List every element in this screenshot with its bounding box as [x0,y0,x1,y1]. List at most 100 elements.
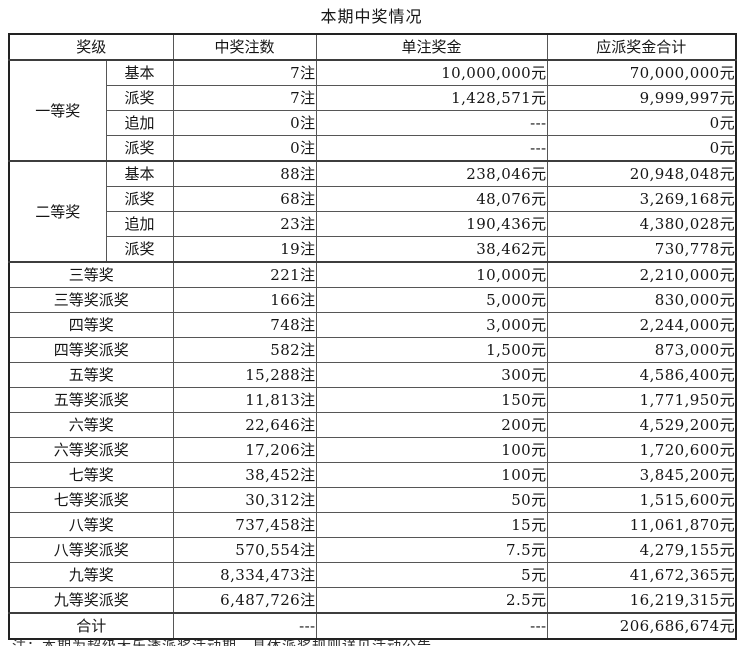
row-label: 三等奖 [8,261,174,288]
table-row: 九等奖派奖 6,487,726注 2.5元 16,219,315元 [8,587,737,614]
sub-type-cell: 基本 [105,160,174,187]
prize-cell: 38,462元 [315,236,548,263]
count-cell: 6,487,726注 [172,587,317,614]
table-row: 派奖 19注 38,462元 730,778元 [9,236,737,263]
table-row: 八等奖 737,458注 15元 11,061,870元 [8,512,737,538]
count-cell: 11,813注 [172,387,317,413]
table-row: 五等奖派奖 11,813注 150元 1,771,950元 [8,387,737,413]
sub-type-cell: 追加 [105,211,174,237]
total-cell: 41,672,365元 [546,562,737,588]
total-cell: 4,380,028元 [546,211,737,237]
table-row: 三等奖派奖 166注 5,000元 830,000元 [8,287,737,313]
count-cell: --- [172,612,317,640]
total-cell: 4,586,400元 [546,362,737,388]
table-row: 二等奖 基本 88注 238,046元 20,948,048元 [8,160,737,263]
total-cell: 16,219,315元 [546,587,737,614]
row-label: 五等奖 [8,362,174,388]
total-row-label: 合计 [8,612,174,640]
table-row: 一等奖 基本 7注 10,000,000元 70,000,000元 [8,59,737,162]
total-cell: 20,948,048元 [546,160,737,187]
count-cell: 23注 [172,211,317,237]
prize-group-label: 二等奖 [8,160,107,263]
prize-cell: 1,500元 [315,337,548,363]
total-cell: 11,061,870元 [546,512,737,538]
header-winning-bets: 中奖注数 [172,33,317,61]
page-title: 本期中奖情况 [320,7,423,26]
count-cell: 30,312注 [172,487,317,513]
row-label: 六等奖派奖 [8,437,174,463]
count-cell: 7注 [172,59,317,86]
total-cell: 2,244,000元 [546,312,737,338]
total-cell: 3,269,168元 [546,186,737,212]
row-label: 九等奖 [8,562,174,588]
prize-cell: 10,000,000元 [315,59,548,86]
count-cell: 0注 [172,135,317,162]
count-cell: 22,646注 [172,412,317,438]
sub-type-cell: 派奖 [105,85,174,111]
prize-cell: --- [315,612,548,640]
prize-cell: 2.5元 [315,587,548,614]
total-cell: 873,000元 [546,337,737,363]
sub-type-cell: 派奖 [105,186,174,212]
count-cell: 68注 [172,186,317,212]
header-single-prize: 单注奖金 [315,33,548,61]
sub-type-cell: 派奖 [105,236,174,263]
prize-cell: 190,436元 [315,211,548,237]
count-cell: 8,334,473注 [172,562,317,588]
prize-cell: 100元 [315,462,548,488]
row-label: 八等奖 [8,512,174,538]
total-cell: 206,686,674元 [546,612,737,640]
total-cell: 0元 [546,110,737,136]
row-label: 七等奖 [8,462,174,488]
header-total-payout: 应派奖金合计 [546,33,737,61]
prize-cell: 300元 [315,362,548,388]
table-header-row: 奖级 中奖注数 单注奖金 应派奖金合计 [8,33,737,61]
total-cell: 1,771,950元 [546,387,737,413]
total-cell: 1,515,600元 [546,487,737,513]
count-cell: 0注 [172,110,317,136]
row-label: 四等奖 [8,312,174,338]
prize-cell: 5,000元 [315,287,548,313]
prize-cell: 150元 [315,387,548,413]
count-cell: 88注 [172,160,317,187]
count-cell: 166注 [172,287,317,313]
count-cell: 582注 [172,337,317,363]
table-row: 八等奖派奖 570,554注 7.5元 4,279,155元 [8,537,737,563]
count-cell: 221注 [172,261,317,288]
table-row: 派奖 7注 1,428,571元 9,999,997元 [9,85,737,111]
count-cell: 38,452注 [172,462,317,488]
prize-cell: 200元 [315,412,548,438]
footnote-clipped: 注：本期为超级大乐透派奖活动期，具体派奖规则详见活动公告。 [0,640,743,646]
total-cell: 0元 [546,135,737,162]
row-label: 五等奖派奖 [8,387,174,413]
prize-group-label: 一等奖 [8,59,107,162]
row-label: 六等奖 [8,412,174,438]
prize-cell: 15元 [315,512,548,538]
count-cell: 15,288注 [172,362,317,388]
row-label: 八等奖派奖 [8,537,174,563]
prize-cell: 48,076元 [315,186,548,212]
total-cell: 2,210,000元 [546,261,737,288]
prize-cell: 3,000元 [315,312,548,338]
total-row: 合计 --- --- 206,686,674元 [8,612,737,640]
row-label: 七等奖派奖 [8,487,174,513]
count-cell: 737,458注 [172,512,317,538]
table-row: 三等奖 221注 10,000元 2,210,000元 [8,261,737,288]
prize-cell: --- [315,135,548,162]
total-cell: 4,279,155元 [546,537,737,563]
table-row: 派奖 68注 48,076元 3,269,168元 [9,186,737,212]
total-cell: 70,000,000元 [546,59,737,86]
table-row: 追加 23注 190,436元 4,380,028元 [9,211,737,237]
total-cell: 1,720,600元 [546,437,737,463]
sub-type-cell: 基本 [105,59,174,86]
table-row: 追加 0注 --- 0元 [9,110,737,136]
table-row: 九等奖 8,334,473注 5元 41,672,365元 [8,562,737,588]
total-cell: 3,845,200元 [546,462,737,488]
table-row: 六等奖派奖 17,206注 100元 1,720,600元 [8,437,737,463]
prize-cell: 5元 [315,562,548,588]
prize-cell: --- [315,110,548,136]
row-label: 四等奖派奖 [8,337,174,363]
count-cell: 7注 [172,85,317,111]
prize-cell: 50元 [315,487,548,513]
prize-cell: 100元 [315,437,548,463]
